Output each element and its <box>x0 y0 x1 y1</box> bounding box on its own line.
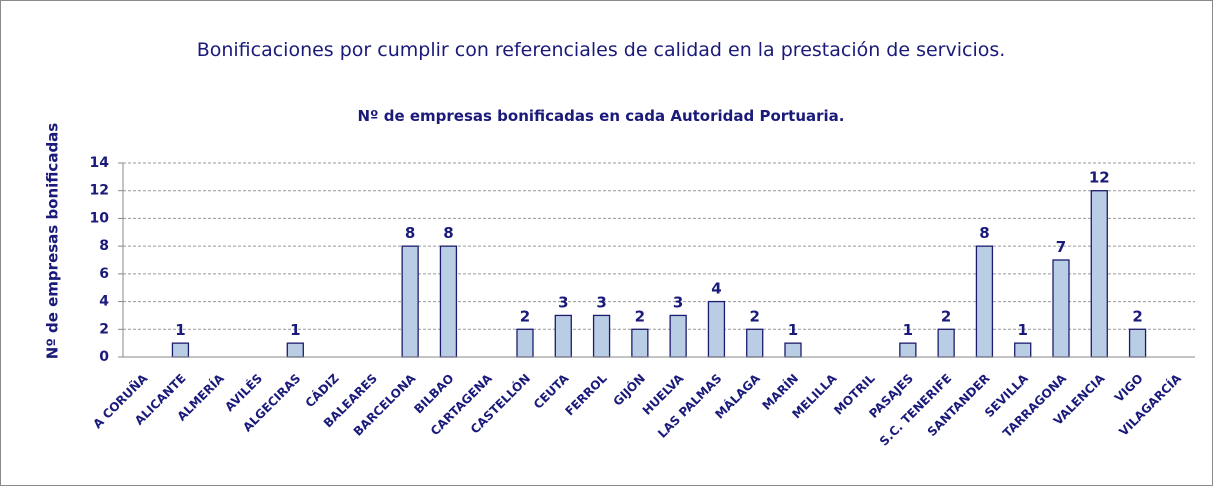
value-label: 1 <box>175 321 185 339</box>
bar <box>401 245 419 358</box>
value-label: 1 <box>788 321 798 339</box>
bar <box>707 300 726 358</box>
value-label: 2 <box>635 307 645 325</box>
bar <box>1128 328 1147 358</box>
bar <box>746 328 764 358</box>
x-tick-label: FERROL <box>563 371 610 418</box>
bar <box>1052 259 1070 358</box>
bar <box>1090 190 1108 358</box>
value-label: 2 <box>749 307 759 325</box>
value-label: 1 <box>1017 321 1027 339</box>
value-label: 2 <box>520 307 530 325</box>
value-label: 8 <box>405 224 415 242</box>
y-tick-label: 12 <box>90 183 109 199</box>
value-label: 7 <box>1056 238 1066 256</box>
bar <box>554 314 572 358</box>
chart-title: Bonificaciones por cumplir con referenci… <box>196 39 1006 61</box>
value-label: 1 <box>903 321 913 339</box>
value-label: 8 <box>443 224 453 242</box>
bar <box>592 314 611 358</box>
bar <box>286 342 304 358</box>
value-label: 3 <box>673 293 683 311</box>
y-tick-label: 10 <box>90 210 110 226</box>
chart-subtitle: Nº de empresas bonificadas en cada Autor… <box>357 107 845 125</box>
value-label: 4 <box>711 280 721 298</box>
bar <box>439 245 458 358</box>
y-tick-label: 14 <box>90 155 110 171</box>
y-tick-label: 8 <box>99 238 109 254</box>
value-label: 2 <box>941 307 951 325</box>
bar <box>1014 342 1032 358</box>
value-label: 3 <box>596 293 606 311</box>
bar <box>784 342 802 358</box>
x-tick-label: GIJÓN <box>610 371 648 409</box>
y-tick-label: 0 <box>99 349 109 365</box>
value-label: 8 <box>979 224 989 242</box>
y-tick-label: 6 <box>99 266 109 282</box>
bar <box>899 342 917 358</box>
value-label: 2 <box>1132 307 1142 325</box>
value-label: 3 <box>558 293 568 311</box>
bar <box>631 328 649 358</box>
y-axis-label: Nº de empresas bonificadas <box>44 123 62 360</box>
value-label: 12 <box>1089 169 1110 187</box>
bar <box>669 314 687 358</box>
x-tick-label: VIGO <box>1112 371 1146 405</box>
y-tick-label: 2 <box>99 321 109 337</box>
bar <box>171 342 190 358</box>
bar <box>975 245 994 358</box>
value-label: 1 <box>290 321 300 339</box>
bar <box>516 328 534 358</box>
y-tick-label: 4 <box>99 294 109 310</box>
bar <box>937 328 955 358</box>
